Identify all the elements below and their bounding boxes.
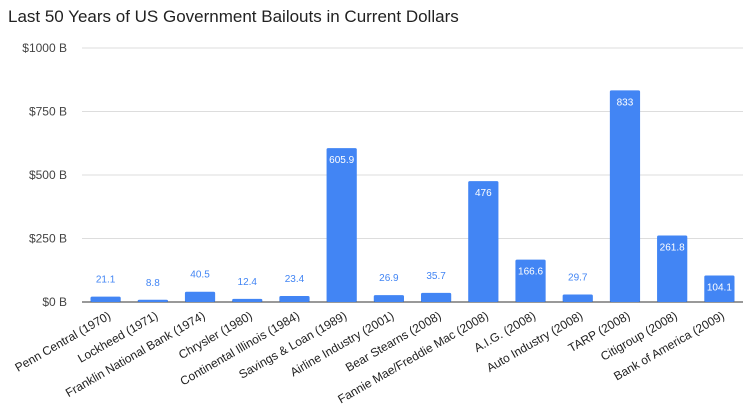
bar — [657, 235, 688, 302]
data-label: 8.8 — [146, 278, 160, 289]
y-tick-label: $1000 B — [22, 41, 67, 55]
data-label: 35.7 — [426, 271, 446, 282]
bar — [420, 292, 452, 302]
data-label: 261.8 — [660, 243, 685, 254]
data-label: 833 — [617, 97, 634, 108]
bar — [515, 259, 546, 302]
data-label: 12.4 — [238, 277, 258, 288]
bar — [468, 181, 499, 302]
y-tick-label: $500 B — [29, 168, 67, 182]
bar — [279, 296, 310, 302]
data-label: 605.9 — [329, 155, 354, 166]
data-label: 26.9 — [379, 273, 399, 284]
data-label: 166.6 — [518, 267, 543, 278]
bar — [137, 299, 168, 302]
data-label: 104.1 — [707, 283, 732, 294]
bar — [232, 298, 263, 302]
chart-title: Last 50 Years of US Government Bailouts … — [8, 7, 459, 26]
bars — [90, 90, 735, 302]
y-tick-label: $750 B — [29, 105, 67, 119]
data-label: 476 — [475, 188, 492, 199]
x-axis-ticks: Penn Central (1970)Lockheed (1971)Frankl… — [13, 308, 727, 405]
bar — [373, 295, 405, 302]
bar — [562, 294, 593, 302]
bar — [90, 296, 121, 302]
data-labels: 21.1 8.8 40.5 12.4 23.4 605.9 26.9 35.7 476 166.6… — [96, 97, 732, 293]
bar — [326, 148, 357, 302]
gridlines — [82, 47, 743, 303]
bar — [609, 90, 641, 302]
data-label: 21.1 — [96, 275, 116, 286]
data-label: 40.5 — [190, 270, 210, 281]
y-tick-label: $0 B — [42, 295, 67, 309]
bar — [184, 291, 216, 302]
y-tick-label: $250 B — [29, 232, 67, 246]
y-axis-ticks: $0 B $250 B $500 B $750 B $1000 B — [22, 41, 67, 309]
data-label: 23.4 — [285, 274, 305, 285]
data-label: 29.7 — [568, 272, 588, 283]
bar — [704, 275, 735, 302]
